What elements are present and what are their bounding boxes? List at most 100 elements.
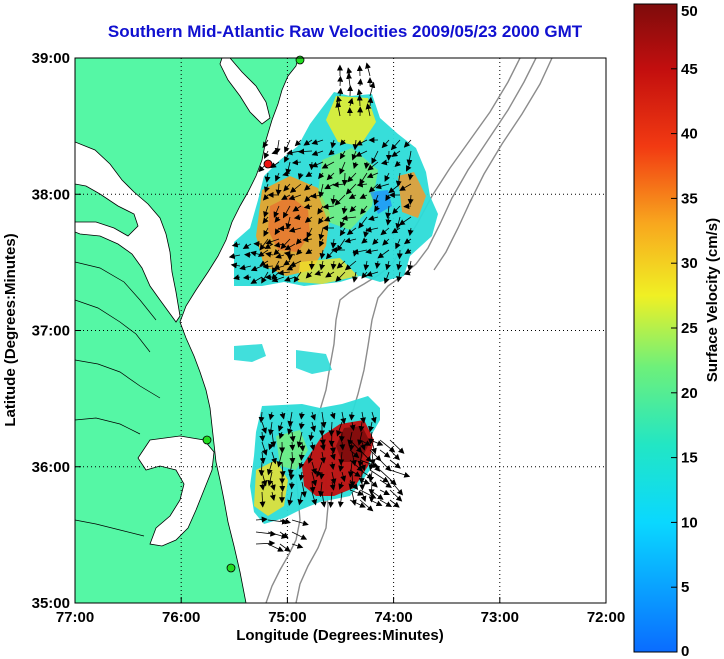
velocity-arrow [373, 194, 380, 206]
velocity-arrow [311, 461, 317, 475]
velocity-arrow [388, 183, 401, 194]
x-tick-label: 72:00 [587, 609, 625, 626]
velocity-arrow [369, 449, 382, 462]
velocity-arrow [270, 161, 280, 169]
velocity-arrow [307, 451, 314, 464]
velocity-arrow [303, 203, 313, 210]
velocity-arrow [369, 499, 383, 507]
velocity-arrow [347, 461, 354, 478]
velocity-arrow [369, 459, 381, 472]
velocity-arrow [250, 276, 263, 284]
velocity-arrow [266, 461, 273, 476]
y-axis-ticks: 39:00 38:00 37:00 36:00 35:00 [32, 50, 81, 612]
velocity-arrow [339, 139, 347, 146]
velocity-arrow [330, 260, 337, 270]
velocity-arrow [264, 183, 270, 193]
velocity-arrow [277, 421, 284, 432]
velocity-arrow [265, 238, 280, 245]
velocity-arrow [336, 238, 346, 252]
velocity-arrow [304, 183, 313, 191]
velocity-arrow [289, 431, 296, 443]
velocity-arrow [284, 139, 291, 153]
velocity-arrow [365, 62, 371, 77]
velocity-arrow [389, 489, 403, 502]
velocity-arrow [349, 479, 359, 490]
y-tick-label: 35:00 [32, 595, 70, 612]
velocity-arrow [359, 478, 371, 485]
x-tick-label: 75:00 [268, 609, 306, 626]
velocity-arrow [395, 216, 402, 230]
velocity-arrow [330, 194, 337, 205]
velocity-arrow [319, 238, 325, 248]
velocity-arrow [347, 97, 354, 107]
map-title: Southern Mid-Atlantic Raw Velocities 200… [107, 22, 583, 41]
velocity-arrow [268, 411, 275, 421]
velocity-arrow [305, 248, 313, 255]
x-tick-label: 77:00 [56, 609, 94, 626]
velocity-arrow [285, 216, 292, 230]
velocity-arrow [356, 181, 368, 188]
velocity-arrow [284, 243, 296, 251]
velocity-arrow [344, 260, 357, 271]
velocity-arrow [328, 431, 335, 447]
velocity-arrow [339, 441, 346, 451]
velocity-arrow [287, 461, 294, 476]
velocity-arrow [286, 264, 296, 271]
velocity-arrow [259, 451, 266, 465]
velocity-arrow [257, 249, 269, 257]
velocity-arrow [340, 471, 347, 482]
velocity-arrow [317, 205, 324, 215]
pamlico-sound [137, 435, 215, 547]
velocity-arrow [328, 149, 335, 156]
velocity-arrow [344, 237, 357, 244]
x-axis-title: Longitude (Degrees:Minutes) [236, 627, 444, 644]
velocity-arrow [389, 469, 411, 478]
velocity-arrow [407, 260, 414, 272]
velocity-arrow [369, 81, 376, 97]
velocity-arrow [368, 215, 379, 221]
velocity-arrow [262, 139, 269, 149]
velocity-arrow [339, 161, 346, 175]
colorbar-tick-label: 25 [681, 320, 698, 337]
velocity-arrow [385, 205, 392, 219]
velocity-arrow [306, 227, 313, 239]
velocity-arrow [242, 243, 252, 249]
velocity-arrow [349, 205, 357, 213]
velocity-arrow [396, 249, 403, 260]
velocity-arrow [352, 139, 359, 151]
velocity-arrow [275, 183, 282, 196]
velocity-arrow [341, 215, 357, 222]
velocity-arrow [339, 150, 346, 160]
velocity-arrow [296, 431, 303, 448]
velocity-arrow [319, 431, 326, 446]
velocity-arrow [380, 227, 390, 236]
velocity-arrow [308, 431, 315, 442]
velocity-arrow [347, 431, 354, 446]
velocity-arrow [267, 471, 274, 487]
velocity-arrow [279, 411, 286, 420]
velocity-arrow [379, 449, 391, 458]
velocity-arrow [335, 101, 342, 117]
velocity-arrow [350, 491, 357, 506]
velocity-arrow [287, 411, 294, 428]
velocity-arrow [309, 441, 316, 451]
velocity-arrow [259, 431, 266, 442]
velocity-arrow [298, 471, 305, 481]
velocity-arrow [283, 259, 291, 266]
velocity-arrow [385, 194, 391, 202]
velocity-arrow [305, 271, 313, 279]
velocity-arrow [228, 253, 241, 260]
velocity-arrow [239, 264, 252, 271]
velocity-arrow [283, 183, 291, 192]
velocity-arrow [262, 216, 269, 224]
velocity-arrow [357, 78, 364, 87]
velocity-arrow [359, 193, 368, 199]
velocity-arrow [299, 441, 306, 452]
velocity-arrow [264, 172, 271, 183]
velocity-arrow [279, 531, 289, 539]
velocity-arrow [288, 194, 302, 201]
velocity-arrow [329, 451, 336, 461]
velocity-arrow [348, 441, 355, 452]
